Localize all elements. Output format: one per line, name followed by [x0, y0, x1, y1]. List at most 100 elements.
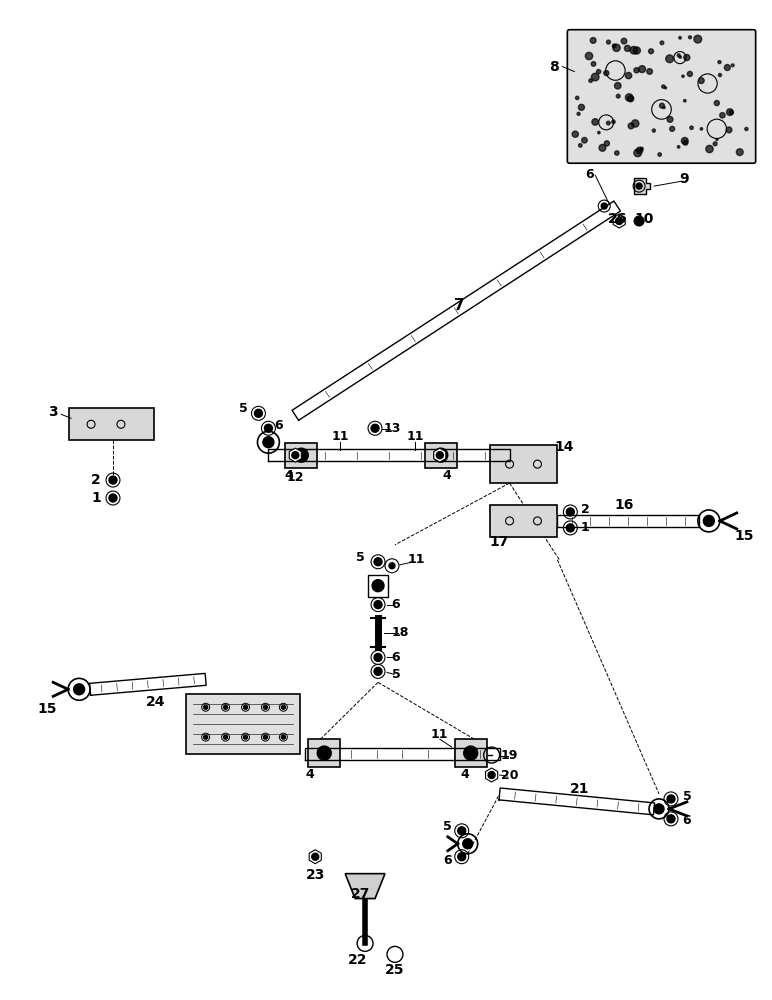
- FancyBboxPatch shape: [425, 443, 457, 468]
- Circle shape: [694, 35, 702, 43]
- Circle shape: [706, 145, 713, 153]
- Text: 15: 15: [734, 529, 753, 543]
- FancyBboxPatch shape: [489, 445, 557, 483]
- Circle shape: [615, 82, 621, 89]
- Circle shape: [628, 96, 634, 102]
- FancyBboxPatch shape: [455, 739, 486, 767]
- Circle shape: [647, 69, 652, 74]
- Circle shape: [684, 54, 690, 61]
- FancyBboxPatch shape: [567, 30, 756, 163]
- Circle shape: [371, 424, 379, 432]
- Text: 16: 16: [615, 498, 634, 512]
- Circle shape: [670, 126, 675, 131]
- Circle shape: [591, 73, 599, 81]
- Text: 5: 5: [239, 402, 248, 415]
- Text: 6: 6: [682, 814, 691, 827]
- Circle shape: [578, 104, 584, 110]
- Text: 11: 11: [407, 553, 425, 566]
- Circle shape: [683, 140, 688, 145]
- Text: 11: 11: [331, 430, 349, 443]
- Text: 6: 6: [391, 598, 400, 611]
- Circle shape: [224, 705, 228, 709]
- Text: 4: 4: [284, 469, 293, 482]
- Circle shape: [630, 46, 638, 54]
- Circle shape: [745, 127, 748, 131]
- Text: 18: 18: [391, 626, 408, 639]
- Polygon shape: [557, 515, 699, 527]
- Circle shape: [389, 563, 395, 569]
- Circle shape: [679, 36, 682, 39]
- Text: 22: 22: [348, 953, 367, 967]
- Circle shape: [73, 684, 85, 695]
- Circle shape: [255, 409, 262, 417]
- Text: 11: 11: [406, 430, 424, 443]
- Circle shape: [625, 94, 633, 101]
- Circle shape: [714, 100, 720, 106]
- Polygon shape: [345, 874, 385, 899]
- Circle shape: [660, 41, 664, 45]
- Text: 5: 5: [682, 790, 691, 803]
- Circle shape: [726, 109, 733, 116]
- Polygon shape: [269, 449, 510, 461]
- Circle shape: [736, 149, 743, 156]
- Circle shape: [281, 705, 286, 709]
- Circle shape: [634, 216, 644, 226]
- Text: 24: 24: [146, 695, 165, 709]
- Circle shape: [607, 121, 610, 125]
- Circle shape: [683, 99, 686, 102]
- Polygon shape: [634, 178, 650, 194]
- Polygon shape: [305, 748, 499, 760]
- Circle shape: [109, 494, 117, 502]
- Circle shape: [109, 476, 117, 484]
- Circle shape: [312, 853, 319, 860]
- Circle shape: [578, 144, 582, 147]
- Text: 6: 6: [274, 419, 283, 432]
- Circle shape: [724, 65, 730, 70]
- Text: 1: 1: [581, 521, 590, 534]
- Circle shape: [434, 448, 448, 462]
- Polygon shape: [290, 448, 301, 462]
- Circle shape: [652, 129, 655, 132]
- Circle shape: [634, 68, 639, 73]
- Circle shape: [665, 87, 666, 89]
- FancyBboxPatch shape: [286, 443, 317, 468]
- Circle shape: [654, 804, 664, 814]
- Circle shape: [589, 79, 592, 82]
- Text: 4: 4: [460, 768, 469, 781]
- Text: 6: 6: [585, 168, 594, 181]
- Text: 3: 3: [49, 405, 58, 419]
- Polygon shape: [613, 214, 625, 228]
- FancyBboxPatch shape: [489, 505, 557, 537]
- Circle shape: [374, 667, 382, 675]
- Circle shape: [616, 94, 620, 98]
- Circle shape: [636, 183, 642, 189]
- Circle shape: [612, 44, 616, 48]
- Circle shape: [659, 103, 665, 108]
- Circle shape: [699, 78, 704, 84]
- Text: 5: 5: [391, 668, 401, 681]
- Circle shape: [577, 112, 580, 115]
- Text: 7: 7: [455, 298, 465, 313]
- Text: 6: 6: [443, 854, 452, 867]
- Circle shape: [317, 746, 331, 760]
- Circle shape: [458, 827, 466, 835]
- Circle shape: [585, 52, 593, 60]
- Circle shape: [464, 746, 478, 760]
- Text: 1: 1: [91, 491, 101, 505]
- Circle shape: [679, 56, 682, 58]
- Circle shape: [634, 149, 642, 157]
- Circle shape: [716, 139, 718, 141]
- Circle shape: [598, 131, 600, 134]
- Polygon shape: [90, 673, 206, 695]
- Circle shape: [567, 508, 574, 516]
- Circle shape: [720, 113, 725, 118]
- Circle shape: [462, 839, 472, 849]
- Circle shape: [690, 126, 693, 129]
- Text: 4: 4: [306, 768, 315, 781]
- Polygon shape: [292, 201, 621, 420]
- Circle shape: [611, 120, 615, 124]
- Circle shape: [265, 424, 273, 432]
- Circle shape: [292, 452, 299, 459]
- Circle shape: [621, 38, 627, 44]
- Circle shape: [243, 735, 248, 739]
